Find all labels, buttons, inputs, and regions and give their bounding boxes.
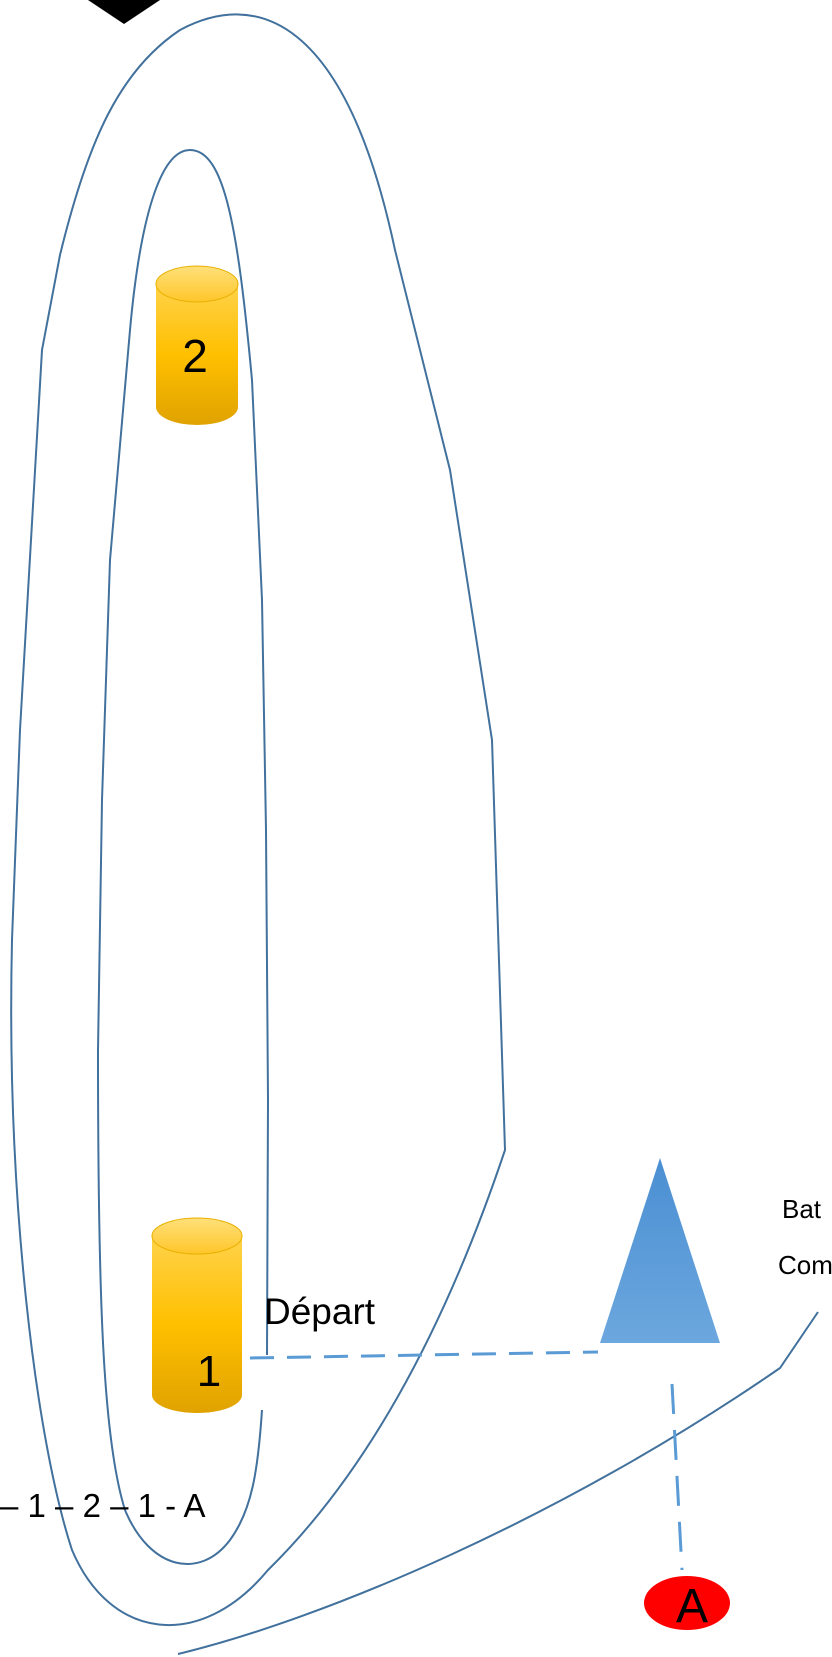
committee-boat-triangle <box>600 1158 720 1343</box>
mark-a: A <box>644 1576 730 1633</box>
outer-course-line <box>10 13 507 1627</box>
buoy-2: 2 <box>155 265 239 425</box>
com-label: Com <box>778 1250 832 1280</box>
buoy-1-label: 1 <box>197 1347 221 1396</box>
diamond-marker <box>88 0 160 24</box>
inner-course-line <box>96 148 270 1565</box>
start-label: Départ <box>264 1291 376 1332</box>
buoy-2-label: 2 <box>182 330 208 382</box>
course-order-label: – 1 – 2 – 1 - A <box>0 1487 205 1524</box>
start-line <box>249 1350 599 1360</box>
mark-a-label: A <box>676 1580 708 1633</box>
shore-line <box>177 1311 819 1655</box>
boat-to-a-line <box>670 1383 684 1571</box>
buoy-1: 1 <box>151 1217 243 1413</box>
bat-label: Bat <box>782 1194 822 1224</box>
